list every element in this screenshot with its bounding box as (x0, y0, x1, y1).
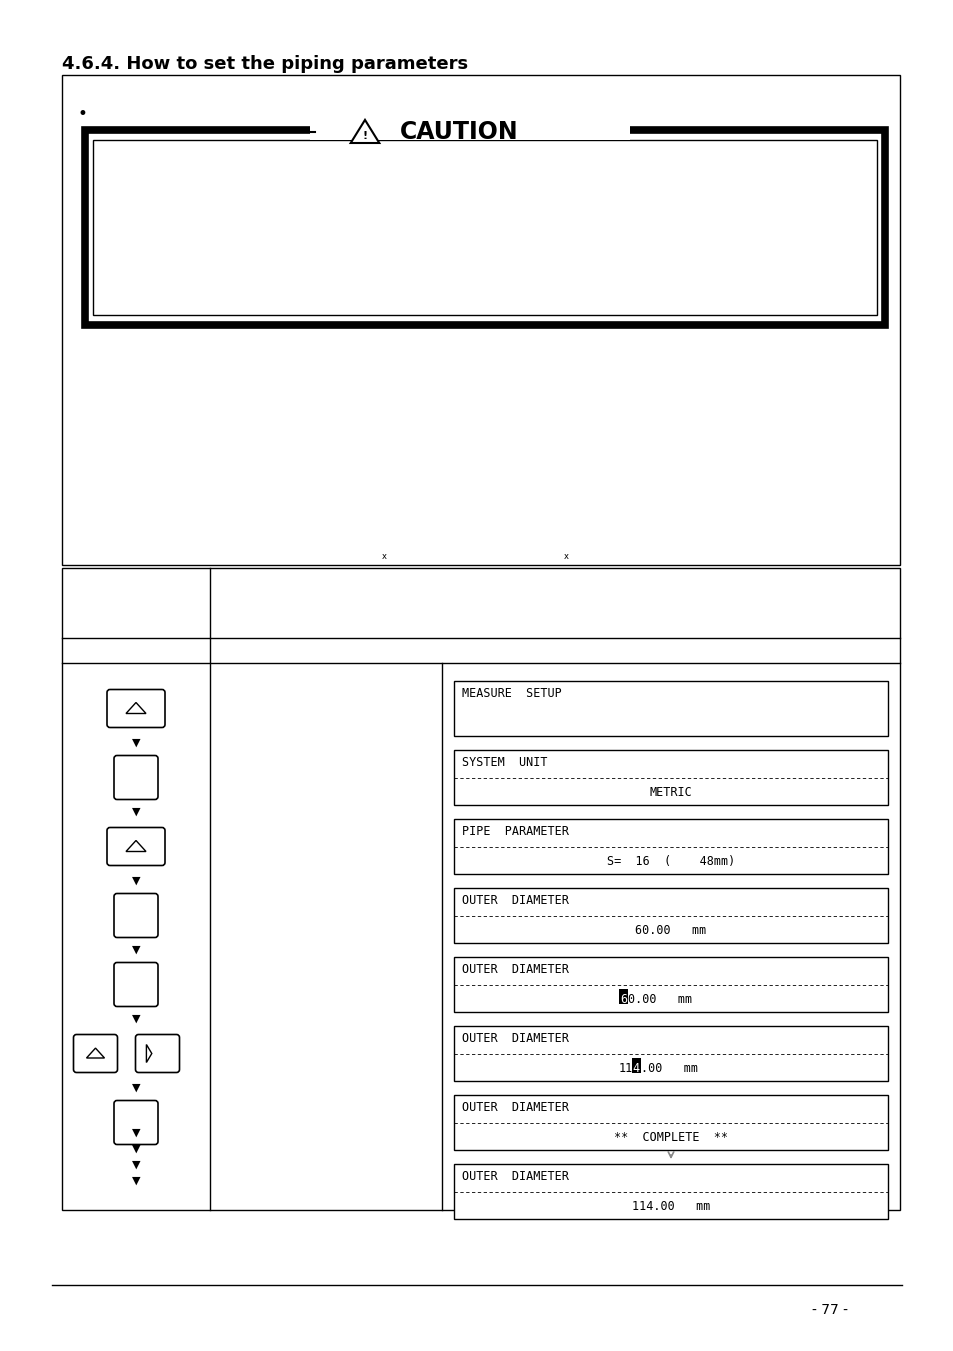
Text: ▼: ▼ (132, 1161, 140, 1170)
Text: PIPE  PARAMETER: PIPE PARAMETER (461, 825, 568, 838)
Text: ▼: ▼ (132, 1128, 140, 1138)
Text: OUTER  DIAMETER: OUTER DIAMETER (461, 963, 568, 975)
Bar (454, 750, 887, 805)
Text: •: • (78, 105, 88, 123)
Bar (454, 1025, 887, 1081)
FancyBboxPatch shape (107, 828, 165, 866)
Text: ▼: ▼ (132, 1144, 140, 1154)
Text: •: • (98, 293, 107, 308)
FancyBboxPatch shape (113, 893, 158, 938)
Polygon shape (126, 703, 146, 713)
Text: ▼: ▼ (132, 1084, 140, 1093)
Bar (454, 819, 887, 874)
Bar (62, 567, 899, 1210)
Text: ▼: ▼ (132, 875, 140, 886)
Text: ▼: ▼ (132, 1175, 140, 1186)
Bar (62, 76, 899, 565)
Text: 4.6.4. How to set the piping parameters: 4.6.4. How to set the piping parameters (62, 55, 468, 73)
Text: OUTER  DIAMETER: OUTER DIAMETER (461, 894, 568, 907)
Text: 11: 11 (618, 1062, 633, 1075)
FancyBboxPatch shape (113, 962, 158, 1006)
Polygon shape (87, 1048, 105, 1058)
Text: SYSTEM  UNIT: SYSTEM UNIT (461, 757, 547, 769)
Text: .00   mm: .00 mm (640, 1062, 698, 1075)
Text: S=  16  (    48mm): S= 16 ( 48mm) (606, 855, 735, 867)
Bar (454, 1165, 887, 1219)
Bar (454, 888, 887, 943)
Text: x: x (563, 553, 569, 561)
Text: !: ! (362, 131, 367, 141)
Polygon shape (126, 840, 146, 851)
Bar (631, 1058, 640, 1073)
FancyBboxPatch shape (113, 755, 158, 800)
Text: •: • (98, 258, 107, 273)
Text: **  COMPLETE  **: ** COMPLETE ** (614, 1131, 727, 1144)
Text: CAUTION: CAUTION (399, 120, 518, 145)
Text: 0.00   mm: 0.00 mm (627, 993, 691, 1005)
Bar (92, 141, 876, 315)
Text: - 77 -: - 77 - (811, 1302, 847, 1317)
Bar (454, 681, 887, 736)
Polygon shape (146, 1044, 152, 1062)
Text: 4: 4 (632, 1062, 639, 1075)
Text: OUTER  DIAMETER: OUTER DIAMETER (461, 1032, 568, 1046)
Text: ▼: ▼ (132, 1015, 140, 1024)
Text: 6: 6 (619, 993, 626, 1005)
Bar (310, 122, 629, 141)
FancyBboxPatch shape (107, 689, 165, 727)
Text: ▼: ▼ (132, 944, 140, 955)
Text: 60.00   mm: 60.00 mm (635, 924, 706, 936)
Text: ▼: ▼ (132, 738, 140, 748)
Text: MEASURE  SETUP: MEASURE SETUP (461, 688, 561, 700)
Text: METRIC: METRIC (649, 786, 692, 798)
Bar (618, 989, 627, 1004)
FancyBboxPatch shape (113, 1101, 158, 1144)
Text: ▼: ▼ (132, 807, 140, 817)
Text: x: x (381, 553, 387, 561)
Text: OUTER  DIAMETER: OUTER DIAMETER (461, 1170, 568, 1183)
Polygon shape (351, 120, 379, 143)
Text: OUTER  DIAMETER: OUTER DIAMETER (461, 1101, 568, 1115)
Text: 114.00   mm: 114.00 mm (631, 1200, 709, 1213)
Bar (85, 130, 884, 326)
FancyBboxPatch shape (135, 1035, 179, 1073)
Bar (454, 1096, 887, 1150)
FancyBboxPatch shape (73, 1035, 117, 1073)
Bar (454, 957, 887, 1012)
